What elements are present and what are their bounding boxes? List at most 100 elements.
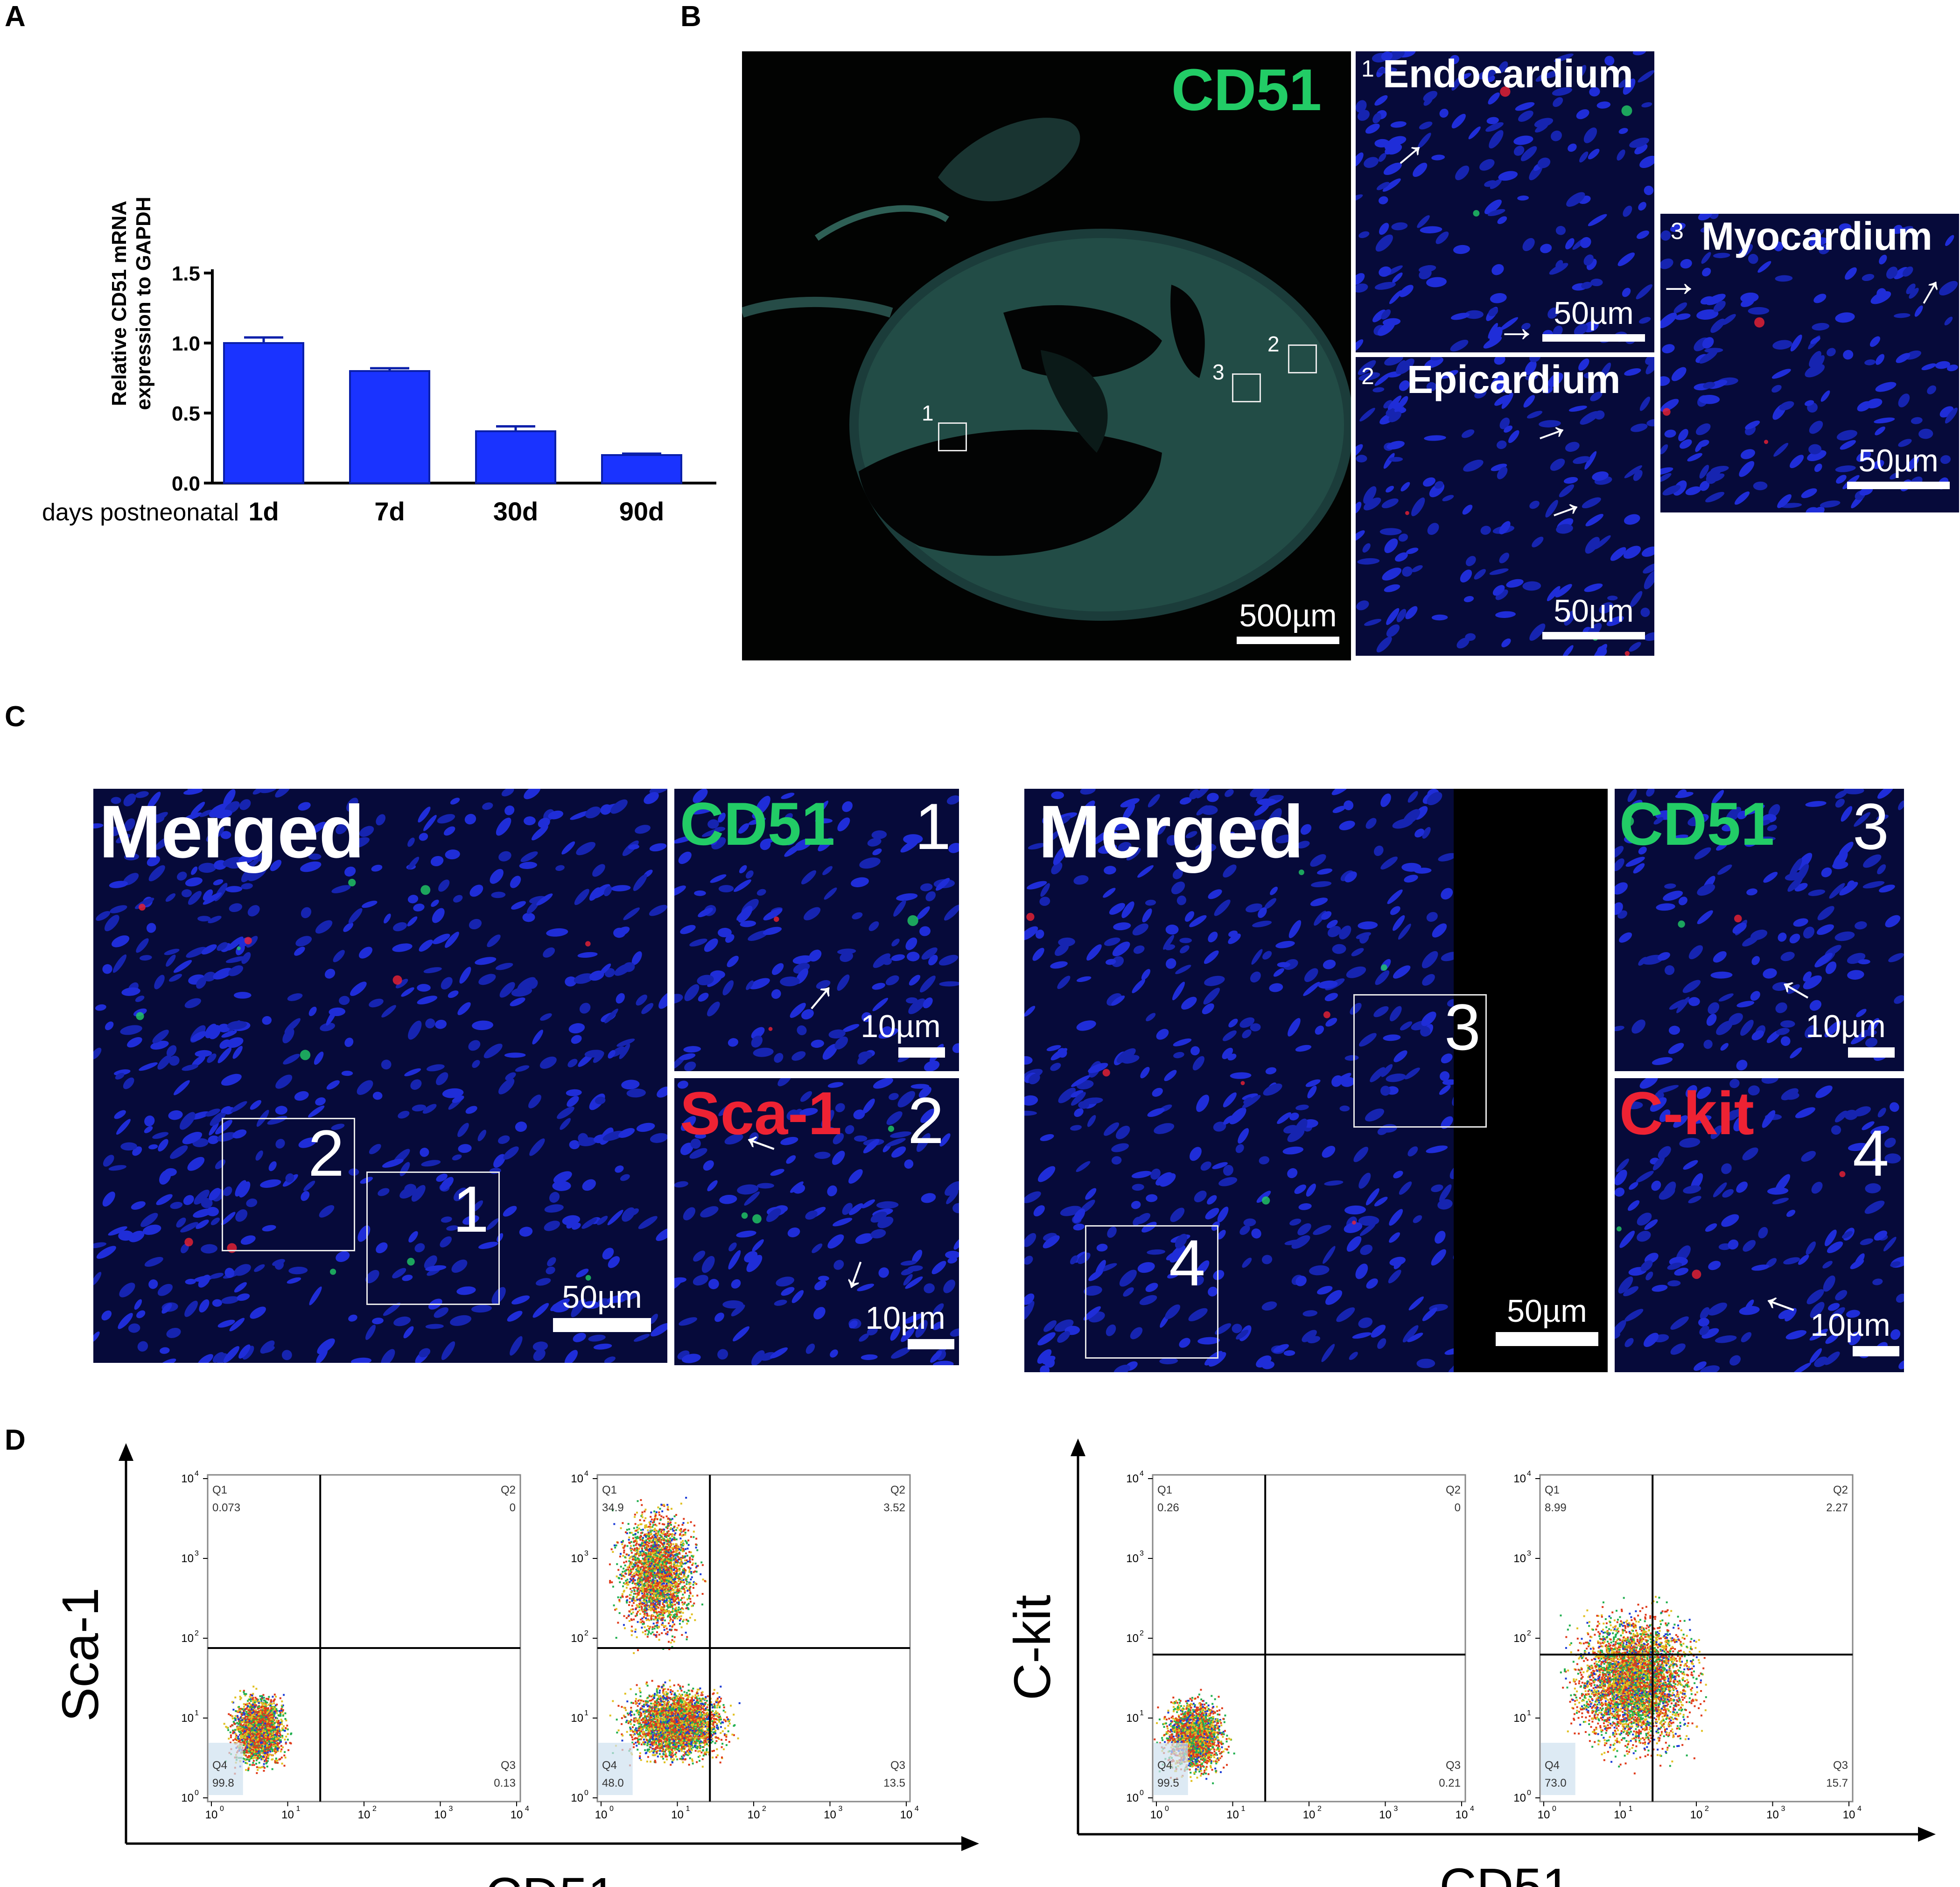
inset-number-4: 4	[1853, 1116, 1889, 1190]
event-dot	[624, 1544, 626, 1547]
event-dot	[659, 1570, 661, 1572]
bar-chart-a: Relative CD51 mRNA expression to GAPDH 0…	[42, 196, 716, 526]
event-dot	[266, 1741, 268, 1743]
event-dot	[284, 1712, 287, 1714]
arrow-icon: →	[1496, 304, 1538, 351]
event-dot	[667, 1535, 670, 1537]
event-dot	[257, 1741, 259, 1743]
event-dot	[239, 1725, 241, 1727]
event-dot	[262, 1747, 264, 1749]
event-dot	[239, 1696, 241, 1698]
event-dot	[248, 1719, 251, 1721]
event-dot	[283, 1694, 285, 1696]
event-dot	[663, 1590, 665, 1592]
event-dot	[281, 1762, 283, 1765]
event-dot	[667, 1517, 669, 1520]
event-dot	[700, 1561, 703, 1564]
event-dot	[669, 1628, 671, 1631]
y-tick-label: 1.5	[172, 262, 200, 285]
event-dot	[673, 1636, 676, 1638]
event-dot	[268, 1723, 271, 1725]
y-tick-label: 10	[181, 1552, 194, 1565]
event-dot	[641, 1579, 643, 1581]
event-dot	[675, 1570, 678, 1572]
event-dot	[251, 1725, 253, 1727]
event-dot	[678, 1601, 680, 1604]
event-dot	[276, 1712, 278, 1714]
event-dot	[282, 1709, 284, 1711]
event-dot	[271, 1744, 273, 1746]
event-dot	[668, 1560, 670, 1562]
event-dot	[268, 1728, 271, 1731]
tissue-edge-dark	[1454, 789, 1608, 1372]
event-dot	[658, 1528, 661, 1530]
event-dot	[252, 1698, 254, 1700]
event-dot	[252, 1737, 254, 1739]
event-dot	[280, 1709, 283, 1712]
event-dot	[279, 1732, 281, 1734]
event-dot	[642, 1623, 644, 1625]
event-dot	[273, 1731, 275, 1733]
event-dot	[277, 1744, 279, 1746]
event-dot	[662, 1603, 664, 1606]
event-dot	[255, 1757, 258, 1759]
event-dot	[667, 1524, 669, 1527]
scale-bar-line	[898, 1047, 945, 1058]
event-dot	[271, 1715, 273, 1718]
event-dot	[651, 1578, 654, 1581]
event-dot	[666, 1504, 669, 1506]
event-dot	[249, 1724, 251, 1726]
event-dot	[644, 1558, 646, 1561]
event-dot	[270, 1714, 272, 1716]
event-dot	[245, 1747, 247, 1749]
event-dot	[684, 1590, 686, 1592]
event-dot	[678, 1599, 680, 1601]
event-dot	[682, 1612, 684, 1614]
event-dot	[253, 1764, 255, 1766]
event-dot	[265, 1731, 267, 1733]
event-dot	[249, 1727, 251, 1729]
event-dot	[251, 1730, 253, 1733]
event-dot	[266, 1723, 268, 1726]
event-dot	[665, 1526, 667, 1529]
event-dot	[280, 1748, 283, 1751]
event-dot	[637, 1606, 639, 1608]
event-dot	[648, 1567, 651, 1569]
q2-value: 0	[510, 1501, 516, 1514]
event-dot	[284, 1739, 286, 1741]
event-dot	[686, 1583, 688, 1585]
event-dot	[247, 1769, 249, 1771]
event-dot	[653, 1590, 655, 1592]
event-dot	[646, 1585, 648, 1587]
event-dot	[654, 1541, 656, 1543]
event-dot	[246, 1703, 248, 1705]
event-dot	[665, 1633, 667, 1635]
event-dot	[257, 1731, 259, 1733]
event-dot	[265, 1737, 267, 1739]
event-dot	[623, 1615, 625, 1617]
event-dot	[669, 1544, 672, 1546]
event-dot	[689, 1600, 692, 1603]
event-dot	[644, 1587, 646, 1590]
event-dot	[243, 1744, 245, 1747]
event-dot	[671, 1598, 673, 1600]
event-dot	[665, 1563, 667, 1565]
event-dot	[247, 1768, 250, 1770]
event-dot	[648, 1521, 651, 1523]
event-dot	[678, 1606, 680, 1609]
event-dot	[687, 1529, 689, 1532]
event-dot	[261, 1745, 263, 1747]
event-dot	[641, 1571, 644, 1574]
event-dot	[669, 1575, 671, 1577]
arrowhead-right-icon	[961, 1836, 979, 1851]
event-dot	[635, 1607, 637, 1609]
event-dot	[630, 1594, 632, 1596]
event-dot	[260, 1722, 262, 1725]
event-dot	[252, 1733, 254, 1735]
event-dot	[268, 1754, 270, 1757]
event-dot	[691, 1555, 693, 1557]
event-dot	[270, 1709, 272, 1712]
event-dot	[648, 1590, 650, 1592]
event-dot	[632, 1566, 635, 1569]
event-dot	[659, 1583, 661, 1585]
